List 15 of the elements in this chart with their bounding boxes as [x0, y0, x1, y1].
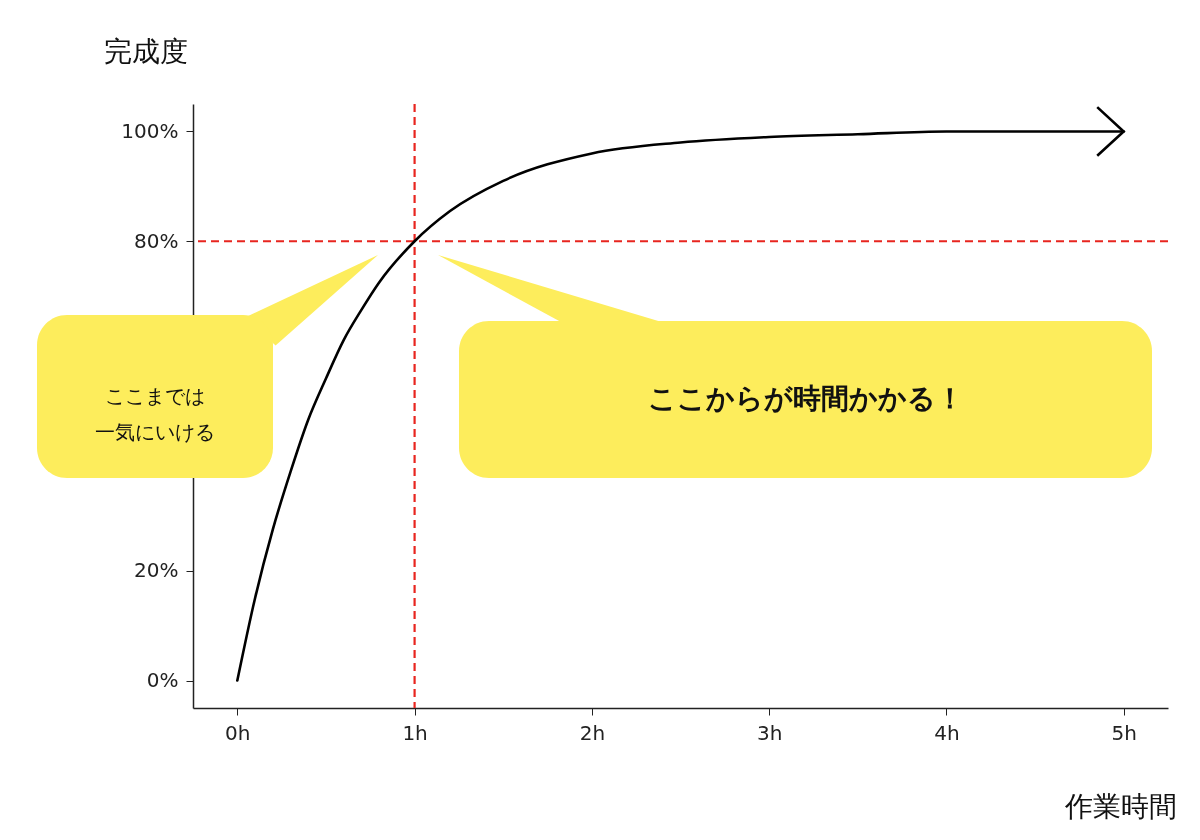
x-tick-label: 4h	[934, 720, 960, 745]
line-series	[236, 130, 1125, 682]
y-tick-label: 80%	[134, 228, 179, 253]
y-tick-label: 0%	[146, 668, 179, 693]
x-tick-label: 3h	[756, 720, 783, 745]
x-axis-title: 作業時間	[1063, 789, 1177, 823]
annotation: ここからが時間かかる！	[647, 381, 964, 415]
y-tick-label: 20%	[134, 558, 179, 583]
annotation: ここまでは一気にいける	[95, 383, 215, 444]
x-tick-label: 1h	[402, 720, 428, 745]
x-tick-label: 0h	[225, 720, 251, 745]
y-axis-title: 完成度	[103, 34, 188, 68]
x-tick-label: 2h	[579, 720, 606, 745]
y-tick-label: 100%	[121, 118, 179, 143]
x-tick-label: 5h	[1111, 720, 1137, 745]
